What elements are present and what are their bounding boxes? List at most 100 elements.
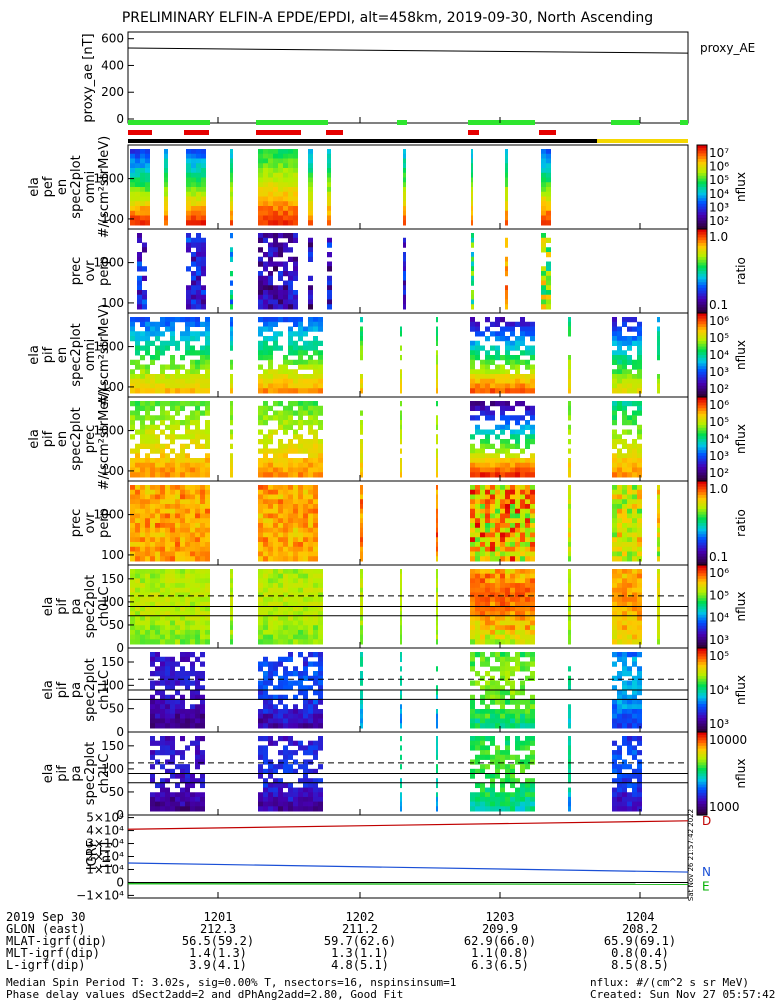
spectrogram-cell [201, 178, 206, 183]
spectrogram-cell [230, 233, 233, 238]
spectrogram-cell [205, 495, 210, 500]
spectrogram-cell [186, 192, 191, 197]
spectrogram-cell [510, 690, 515, 695]
spectrogram-cell [155, 331, 160, 336]
spectrogram-cell [520, 666, 525, 671]
spectrogram-cell [170, 666, 175, 671]
spectrogram-cell [471, 206, 473, 211]
spectrogram-cell [525, 523, 530, 528]
spectrogram-cell [637, 518, 642, 523]
spectrogram-cell [165, 453, 170, 458]
spectrogram-cell [525, 504, 530, 509]
spectrogram-cell [612, 495, 617, 500]
spectrogram-cell [480, 630, 485, 635]
spectrogram-cell [530, 700, 535, 705]
spectrogram-cell [622, 719, 627, 724]
spectrogram-cell [327, 304, 332, 309]
spectrogram-cell [273, 499, 278, 504]
spectrogram-cell [471, 197, 473, 202]
spectrogram-cell [268, 271, 273, 276]
spectrogram-cell [185, 317, 190, 322]
spectrogram-cell [510, 635, 515, 640]
spectrogram-cell [327, 154, 331, 159]
spectrogram-cell [617, 439, 622, 444]
spectrogram-cell [520, 597, 525, 602]
spectrogram-cell [632, 635, 637, 640]
spectrogram-cell [485, 495, 490, 500]
spectrogram-cell [622, 495, 627, 500]
spectrogram-cell [191, 178, 196, 183]
spectrogram-cell [403, 276, 406, 281]
spectrogram-cell [160, 374, 165, 379]
spectrogram-cell [230, 247, 233, 252]
spectrogram-cell [273, 262, 278, 267]
spectrogram-cell [268, 709, 273, 714]
spectrogram-cell [490, 583, 495, 588]
spectrogram-cell [205, 597, 210, 602]
panel-ylabel: prec [69, 509, 84, 537]
spectrogram-cell [190, 704, 195, 709]
spectrogram-cell [617, 542, 622, 547]
spectrogram-cell [283, 384, 288, 389]
spectrogram-cell [283, 666, 288, 671]
spectrogram-cell [475, 616, 480, 621]
spectrogram-cell [268, 415, 273, 420]
spectrogram-cell [568, 528, 571, 533]
spectrogram-cell [637, 401, 642, 406]
spectrogram-cell [627, 523, 632, 528]
spectrogram-cell [515, 401, 520, 406]
spectrogram-cell [137, 266, 142, 271]
spectrogram-cell [327, 159, 331, 164]
spectrogram-cell [268, 509, 273, 514]
spectrogram-cell [258, 388, 263, 393]
spectrogram-cell [278, 578, 283, 583]
spectrogram-cell [293, 523, 298, 528]
spectrogram-cell [200, 504, 205, 509]
spectrogram-cell [313, 350, 318, 355]
spectrogram-cell [612, 533, 617, 538]
colorbar-tick-label: 10³ [709, 200, 729, 214]
spectrogram-cell [165, 704, 170, 709]
spectrogram-cell [470, 774, 475, 779]
spectrogram-cell [160, 657, 165, 662]
proxy-ae-frame [128, 32, 688, 123]
spectrogram-cell [283, 365, 288, 370]
spectrogram-cell [170, 420, 175, 425]
spectrogram-cell [145, 379, 150, 384]
spectrogram-cell [657, 523, 660, 528]
spectrogram-cell [293, 806, 298, 811]
spectrogram-cell [186, 304, 191, 309]
spectrogram-cell [313, 420, 318, 425]
spectrogram-cell [612, 583, 617, 588]
spectrogram-cell [283, 472, 288, 477]
spectrogram-cell [175, 547, 180, 552]
spectrogram-cell [150, 528, 155, 533]
spectrogram-cell [400, 621, 402, 626]
spectrogram-cell [200, 736, 205, 741]
spectrogram-cell [360, 430, 363, 435]
spectrogram-cell [190, 681, 195, 686]
panel-ylabel: perp [97, 256, 112, 286]
spectrogram-cell [657, 588, 660, 593]
spectrogram-cell [165, 630, 170, 635]
spectrogram-cell [268, 547, 273, 552]
spectrogram-cell [313, 755, 318, 760]
spectrogram-cell [530, 583, 535, 588]
spectrogram-cell [258, 547, 263, 552]
spectrogram-cell [525, 346, 530, 351]
spectrogram-cell [485, 569, 490, 574]
spectrogram-cell [495, 346, 500, 351]
spectrogram-cell [318, 607, 323, 612]
spectrogram-cell [622, 411, 627, 416]
spectrogram-cell [303, 764, 308, 769]
spectrogram-cell [470, 317, 475, 322]
spectrogram-cell [475, 635, 480, 640]
spectrogram-cell [268, 220, 273, 225]
spectrogram-cell [637, 444, 642, 449]
spectrogram-cell [327, 281, 332, 286]
spectrogram-cell [230, 592, 233, 597]
spectrogram-cell [500, 635, 505, 640]
spectrogram-cell [205, 360, 210, 365]
spectrogram-cell [313, 495, 318, 500]
spectrogram-cell [313, 401, 318, 406]
